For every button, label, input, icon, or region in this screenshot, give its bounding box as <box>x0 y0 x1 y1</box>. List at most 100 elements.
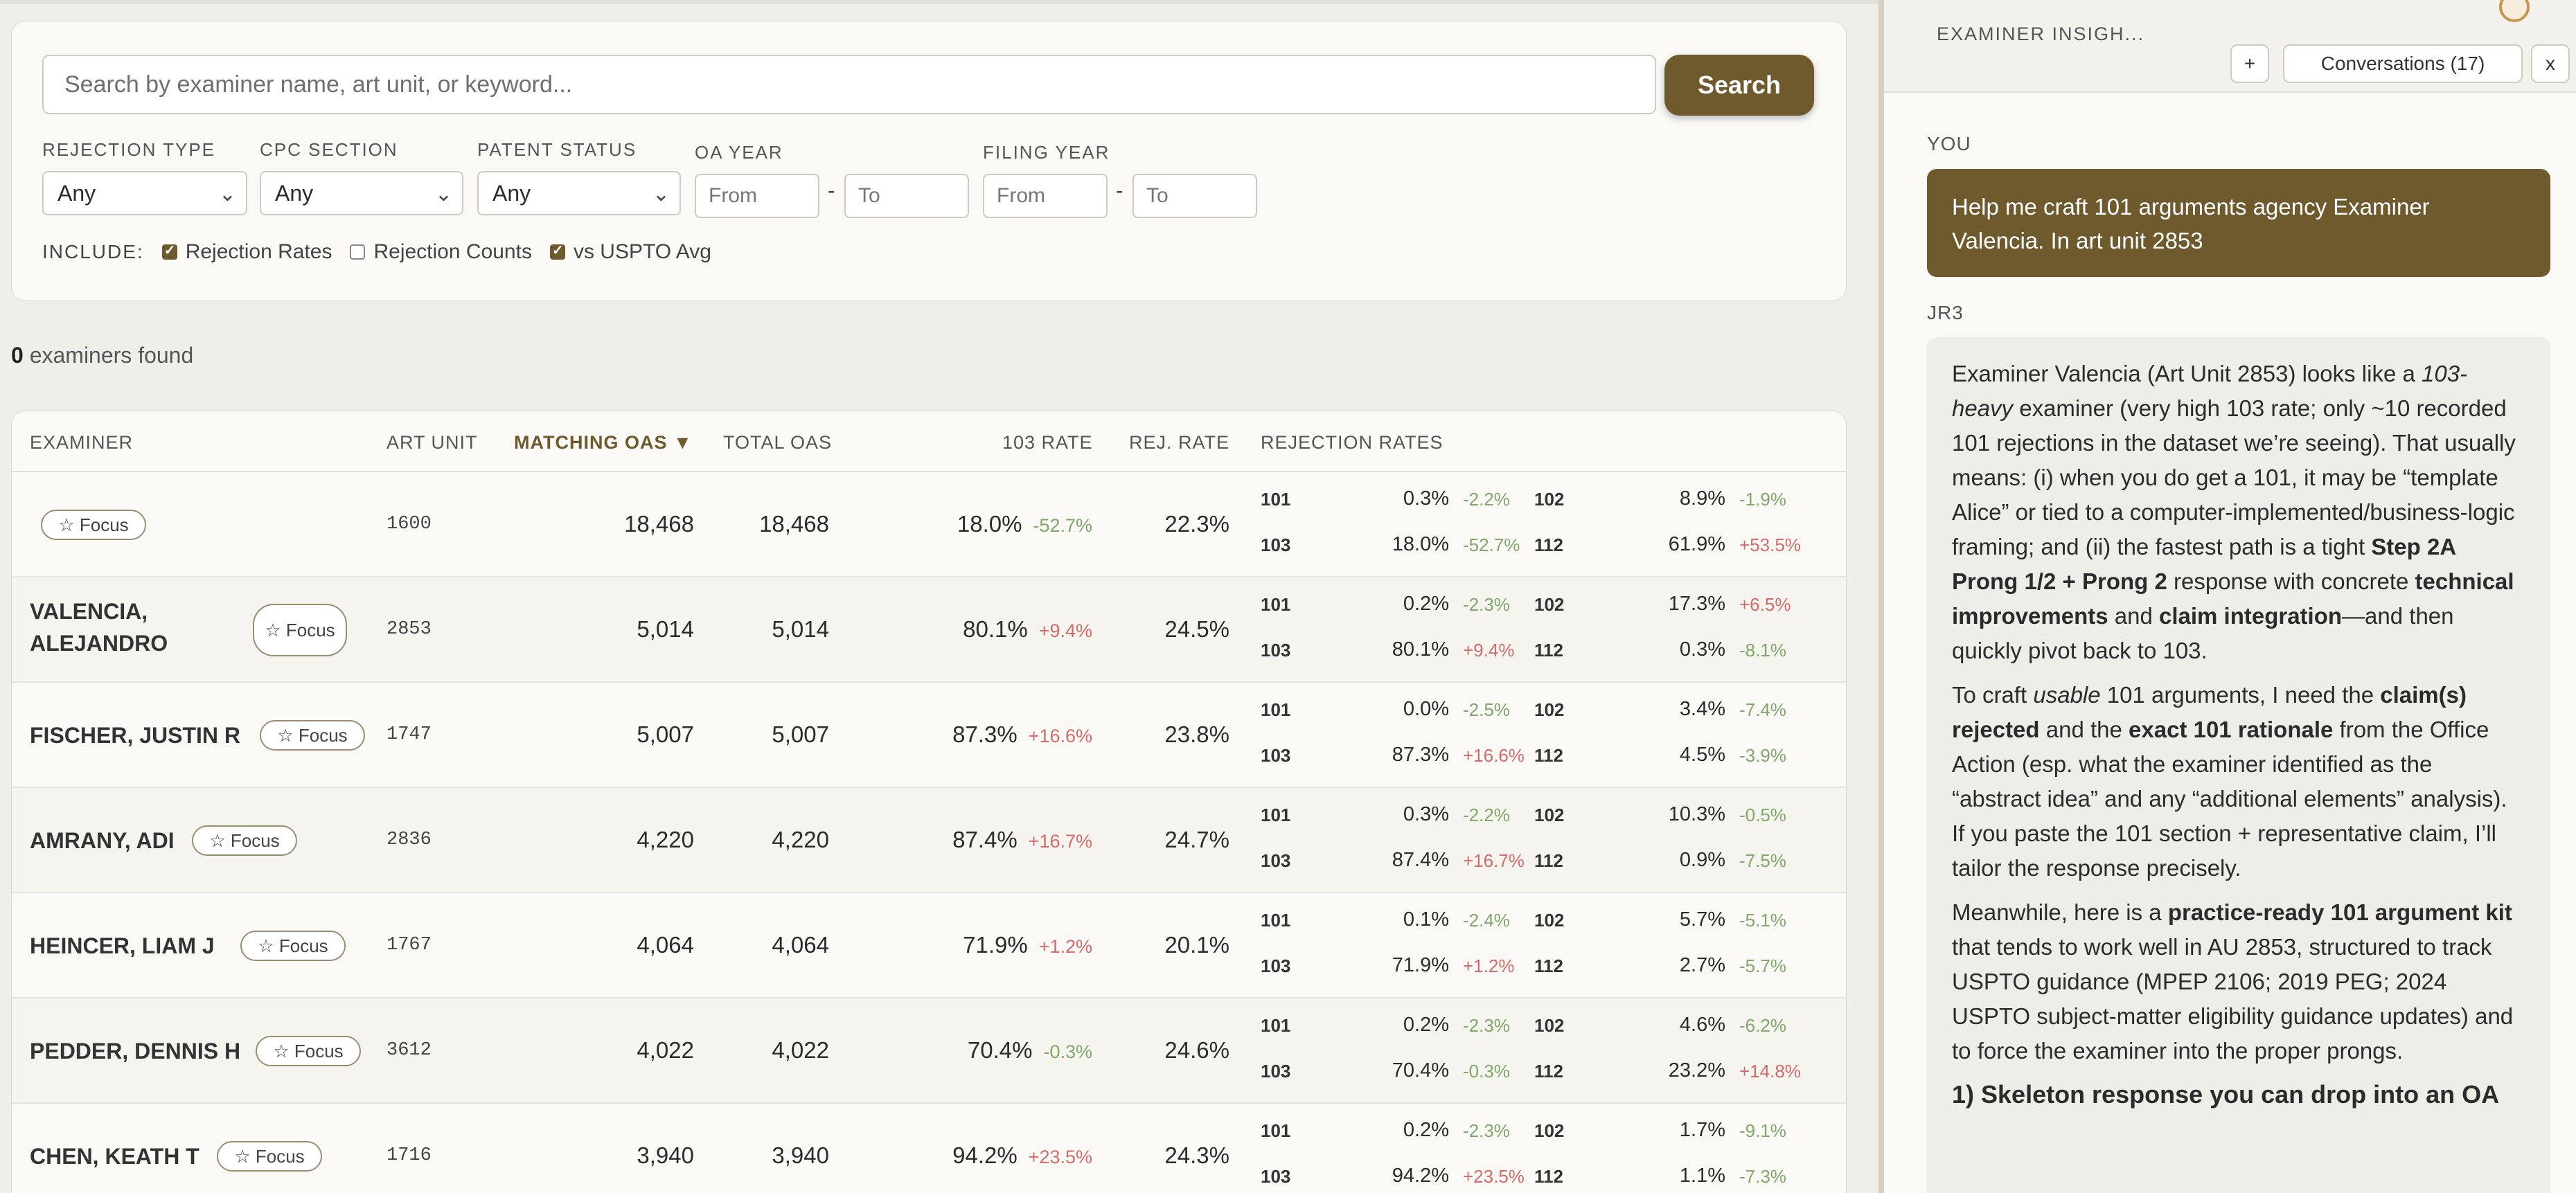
text-run: that tends to work well in AU 2853, stru… <box>1952 934 2514 1064</box>
filing-year-label: FILING YEAR <box>983 142 1110 163</box>
rejection-type-label: REJECTION TYPE <box>42 139 216 160</box>
rejection-rate-value: 87.3% <box>1392 744 1449 766</box>
rejection-rate-delta: -1.9% <box>1739 489 1786 510</box>
search-input[interactable] <box>42 55 1656 114</box>
text-emphasis: 103-heavy <box>1952 361 2468 421</box>
examiner-name[interactable]: AMRANY, ADI <box>30 828 175 853</box>
rej-rate-cell: 24.7% <box>1164 827 1229 852</box>
table-row[interactable]: HEINCER, LIAM J ☆ Focus 1767 4,064 4,064 71.9… <box>12 893 1846 998</box>
focus-button[interactable]: ☆ Focus <box>240 931 346 961</box>
total-oas-cell: 18,468 <box>759 511 829 537</box>
column-header-matching-oas[interactable]: MATCHING OAS ▼ <box>514 432 693 453</box>
rate-103-cell: 18.0% -52.7% <box>940 511 1092 537</box>
rejection-code-label: 103 <box>1261 850 1291 871</box>
column-header-rej-rate[interactable]: REJ. RATE <box>1128 432 1229 453</box>
examiner-name[interactable]: PEDDER, DENNIS H <box>30 1039 241 1064</box>
new-conversation-button[interactable]: + <box>2230 44 2269 83</box>
focus-button[interactable]: ☆ Focus <box>217 1141 322 1172</box>
column-header-examiner[interactable]: EXAMINER <box>30 432 134 453</box>
focus-button[interactable]: ☆ Focus <box>41 510 146 540</box>
patent-status-select[interactable]: Any ⌄ <box>477 171 681 215</box>
filing-year-from-input[interactable] <box>983 174 1108 218</box>
text-run: —and then quickly pivot back to 103. <box>1952 603 2454 663</box>
column-header-total-oas[interactable]: TOTAL OAS <box>723 432 833 453</box>
examiner-name[interactable]: VALENCIA, ALEJANDRO <box>30 599 168 656</box>
cpc-section-select[interactable]: Any ⌄ <box>260 171 463 215</box>
rejection-rate-value: 0.0% <box>1403 698 1449 720</box>
art-unit-cell: 1767 <box>387 935 432 956</box>
search-filters-card: Search REJECTION TYPE Any ⌄ CPC SECTION … <box>11 21 1847 301</box>
total-oas-cell: 5,014 <box>772 616 829 642</box>
rejection-code-label: 103 <box>1261 640 1291 661</box>
rejection-rate-delta: -2.3% <box>1463 594 1510 615</box>
rejection-rate-delta: +1.2% <box>1463 956 1515 976</box>
checkbox-checked-icon[interactable] <box>161 242 177 260</box>
include-vs-uspto-avg-checkbox[interactable]: vs USPTO Avg <box>549 240 711 264</box>
text-strong: practice-ready 101 argument kit <box>2167 899 2512 925</box>
examiner-name[interactable]: HEINCER, LIAM J <box>30 933 215 958</box>
rejection-type-select[interactable]: Any ⌄ <box>42 171 247 215</box>
rejection-code-label: 103 <box>1261 1166 1291 1187</box>
rejection-rate-value: 1.7% <box>1679 1119 1725 1141</box>
rate-103-value: 70.4% <box>967 1037 1033 1063</box>
rejection-rate-delta: -52.7% <box>1463 535 1520 555</box>
rejection-code-label: 103 <box>1261 1061 1291 1082</box>
table-row[interactable]: ☆ Focus 1600 18,468 18,468 18.0% -52.7% 22.3% 1… <box>12 472 1846 577</box>
rate-103-value: 94.2% <box>952 1142 1018 1168</box>
rate-103-delta: +9.4% <box>1038 620 1092 641</box>
table-row[interactable]: VALENCIA, ALEJANDRO ☆ Focus 2853 5,014 5,014… <box>12 577 1846 683</box>
rejection-code-label: 103 <box>1261 745 1291 766</box>
total-oas-cell: 4,022 <box>772 1037 829 1063</box>
include-rejection-counts-checkbox[interactable]: Rejection Counts <box>350 240 532 264</box>
rejection-rate-value: 5.7% <box>1679 908 1725 931</box>
column-header-art-unit[interactable]: ART UNIT <box>387 432 478 453</box>
text-run: Examiner Valencia (Art Unit 2853) looks … <box>1952 361 2422 386</box>
table-row[interactable]: PEDDER, DENNIS H ☆ Focus 3612 4,022 4,022 70.… <box>12 998 1846 1104</box>
focus-button[interactable]: ☆ Focus <box>192 825 297 856</box>
text-strong: Step 2A Prong 1/2 + Prong 2 <box>1952 534 2455 594</box>
table-row[interactable]: FISCHER, JUSTIN R ☆ Focus 1747 5,007 5,007 87… <box>12 683 1846 788</box>
rejection-rate-delta: +53.5% <box>1739 535 1801 555</box>
art-unit-cell: 2836 <box>387 829 432 850</box>
assistant-section-heading: 1) Skeleton response you can drop into a… <box>1952 1080 2500 1109</box>
rejection-rate-value: 71.9% <box>1392 954 1449 976</box>
rejection-code-label: 103 <box>1261 956 1291 976</box>
range-separator: - <box>828 178 835 203</box>
include-options: INCLUDE: Rejection Rates Rejection Count… <box>42 240 729 264</box>
rejection-rate-delta: -6.2% <box>1739 1015 1786 1036</box>
include-rejection-rates-checkbox[interactable]: Rejection Rates <box>161 240 332 264</box>
rejection-rate-value: 0.3% <box>1403 803 1449 825</box>
focus-button[interactable]: ☆ Focus <box>256 1036 361 1066</box>
rejection-rate-delta: +9.4% <box>1463 640 1515 661</box>
rate-103-delta: +16.7% <box>1028 831 1092 852</box>
chat-header: EXAMINER INSIGH... + Conversations (17) … <box>1884 0 2576 93</box>
examiner-name[interactable]: FISCHER, JUSTIN R <box>30 723 241 748</box>
oa-year-from-input[interactable] <box>695 174 819 218</box>
chevron-down-icon: ⌄ <box>434 183 452 206</box>
examiner-name[interactable]: CHEN, KEATH T <box>30 1144 199 1169</box>
focus-button[interactable]: ☆ Focus <box>253 604 347 656</box>
checkbox-unchecked-icon[interactable] <box>350 244 366 260</box>
oa-year-to-input[interactable] <box>844 174 969 218</box>
rejection-rate-value: 80.1% <box>1392 638 1449 661</box>
table-row[interactable]: CHEN, KEATH T ☆ Focus 1716 3,940 3,940 94.2% +… <box>12 1104 1846 1193</box>
art-unit-cell: 1600 <box>387 514 432 535</box>
conversations-button[interactable]: Conversations (17) <box>2283 44 2523 83</box>
rejection-rate-delta: -2.4% <box>1463 910 1510 931</box>
include-label: INCLUDE: <box>42 241 144 262</box>
checkbox-label: vs USPTO Avg <box>573 240 711 263</box>
filing-year-to-input[interactable] <box>1132 174 1257 218</box>
rejection-rate-value: 3.4% <box>1679 698 1725 720</box>
rate-103-delta: +23.5% <box>1028 1147 1092 1167</box>
column-header-103-rate[interactable]: 103 RATE <box>1002 432 1093 453</box>
panel-resize-handle[interactable] <box>1878 0 1884 1193</box>
matching-oas-cell: 3,940 <box>637 1142 694 1168</box>
focus-button[interactable]: ☆ Focus <box>260 720 365 751</box>
assistant-paragraph: To craft usable 101 arguments, I need th… <box>1952 678 2525 886</box>
rejection-rate-value: 2.7% <box>1679 954 1725 976</box>
results-count-suffix: examiners found <box>23 343 194 368</box>
close-chat-button[interactable]: x <box>2531 44 2570 83</box>
checkbox-checked-icon[interactable] <box>549 242 565 260</box>
search-button[interactable]: Search <box>1664 55 1814 116</box>
table-row[interactable]: AMRANY, ADI ☆ Focus 2836 4,220 4,220 87.4% +16… <box>12 788 1846 893</box>
